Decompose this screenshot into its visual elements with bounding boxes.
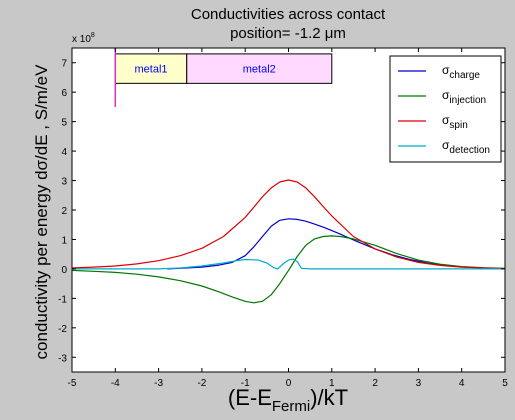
title-position-value: -1.2 bbox=[295, 25, 321, 42]
region-bands: metal1 metal2 bbox=[114, 53, 333, 84]
y-tick-label: 4 bbox=[61, 147, 67, 158]
y-tick-label: 0 bbox=[61, 265, 67, 276]
x-tick-label: -1 bbox=[241, 378, 250, 389]
legend-entry-injection: σinjection bbox=[442, 88, 486, 106]
region-label-0: metal1 bbox=[135, 64, 168, 76]
legend-subscript: injection bbox=[449, 95, 486, 106]
y-tick-label: 1 bbox=[61, 235, 67, 246]
legend-subscript: spin bbox=[449, 120, 467, 131]
legend-entry-spin: σspin bbox=[442, 113, 468, 131]
region-band-1 bbox=[186, 53, 333, 84]
x-tick-label: -5 bbox=[68, 378, 77, 389]
legend-symbol: σ bbox=[442, 88, 450, 102]
legend-box bbox=[389, 55, 502, 163]
x-tick-label: 1 bbox=[329, 378, 335, 389]
legend-symbol: σ bbox=[442, 138, 450, 152]
x-tick-label: -4 bbox=[111, 378, 120, 389]
region-band-0 bbox=[114, 53, 188, 84]
y-multiplier-exponent: 8 bbox=[91, 32, 95, 39]
y-tick-label: 5 bbox=[61, 118, 67, 129]
series-line-spin bbox=[71, 179, 506, 270]
x-tick-label: 3 bbox=[416, 378, 422, 389]
y-axis-label: conductivity per energy dσ/dE , S/m/eV bbox=[32, 64, 51, 360]
y-tick-label: 7 bbox=[61, 59, 67, 70]
series-lines bbox=[71, 179, 506, 304]
legend-symbol: σ bbox=[442, 113, 450, 127]
series-line-injection bbox=[71, 235, 506, 304]
x-tick-label: 5 bbox=[502, 378, 508, 389]
chart-title-line2: position= -1.2 μm bbox=[230, 25, 346, 42]
chart-title: Conductivities across contact position= … bbox=[191, 6, 386, 42]
title-position-unit: μm bbox=[321, 25, 346, 42]
y-tick-label: 2 bbox=[61, 206, 67, 217]
x-axis-label-main: (E-E bbox=[228, 385, 272, 410]
legend-entry-detection: σdetection bbox=[442, 138, 490, 156]
legend-symbol: σ bbox=[442, 63, 450, 77]
x-tick-label: -2 bbox=[197, 378, 206, 389]
x-axis-label-tail: )/kT bbox=[310, 385, 348, 410]
y-tick-label: 6 bbox=[61, 88, 67, 99]
legend-entry-charge: σcharge bbox=[442, 63, 480, 81]
x-tick-label: -3 bbox=[154, 378, 163, 389]
legend-subscript: charge bbox=[449, 70, 480, 81]
x-tick-label: 0 bbox=[286, 378, 292, 389]
y-tick-label: 3 bbox=[61, 177, 67, 188]
y-axis-ticks: -3 -2 -1 0 1 2 3 4 5 6 7 bbox=[58, 59, 505, 364]
x-axis-label-sub: Fermi bbox=[272, 398, 310, 415]
x-axis-label: (E-EFermi)/kT bbox=[228, 385, 348, 415]
chart-title-line1: Conductivities across contact bbox=[191, 6, 386, 23]
y-tick-label: -1 bbox=[58, 294, 67, 305]
region-label-1: metal2 bbox=[243, 64, 276, 76]
legend-subscript: detection bbox=[449, 145, 490, 156]
title-position-prefix: position= bbox=[230, 25, 295, 42]
y-tick-label: -3 bbox=[58, 353, 67, 364]
x-tick-label: 2 bbox=[372, 378, 378, 389]
y-multiplier: x 108 bbox=[72, 32, 95, 45]
y-tick-label: -2 bbox=[58, 324, 67, 335]
x-axis-ticks: -5 -4 -3 -2 -1 0 1 2 3 4 5 bbox=[68, 48, 508, 389]
series-line-charge bbox=[167, 218, 506, 270]
x-tick-label: 4 bbox=[459, 378, 465, 389]
series-line-detection bbox=[72, 258, 505, 270]
y-multiplier-base: x 10 bbox=[72, 34, 91, 45]
